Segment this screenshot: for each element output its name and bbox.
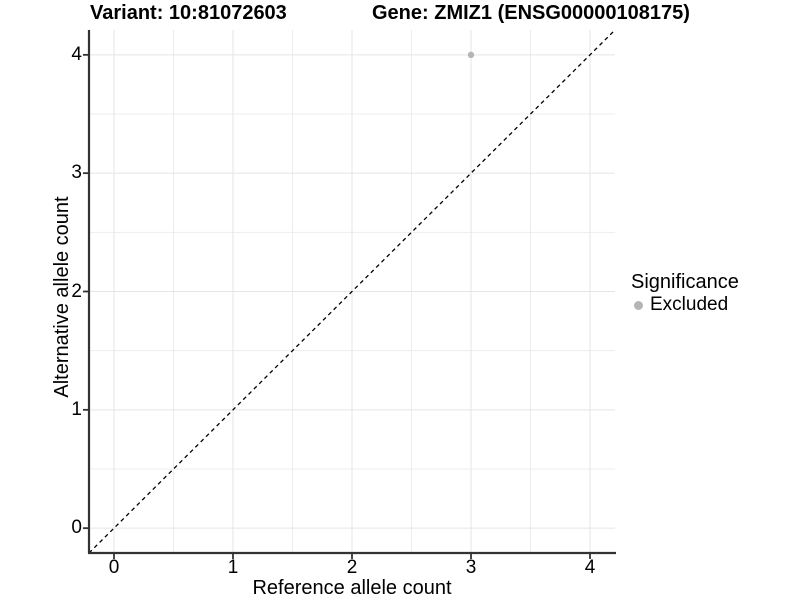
x-tick-label: 1 [227,557,239,578]
x-tick-label: 4 [584,557,596,578]
y-tick-label: 0 [71,517,82,539]
identity-reference-line [88,29,616,554]
y-axis-title: Alternative allele count [51,196,73,398]
legend-entry-label: Excluded [650,294,729,315]
x-axis-title: Reference allele count [252,577,452,599]
variant-title: Variant: 10:81072603 [90,2,287,24]
legend-point-icon [634,300,643,310]
legend-entry-excluded: Excluded [631,294,739,316]
y-tick-label: 4 [71,43,82,65]
x-tick-label: 3 [465,557,477,578]
y-tick-label: 3 [71,162,82,184]
x-tick-label: 0 [108,557,120,578]
gene-title: Gene: ZMIZ1 (ENSG00000108175) [372,2,690,24]
x-tick-label: 2 [346,557,358,578]
y-tick-label: 1 [71,398,82,420]
y-tick-label: 2 [71,280,82,302]
data-point [467,51,475,59]
plot-panel [83,29,616,559]
legend-title: Significance [631,271,739,293]
legend: Significance Excluded [631,271,739,316]
